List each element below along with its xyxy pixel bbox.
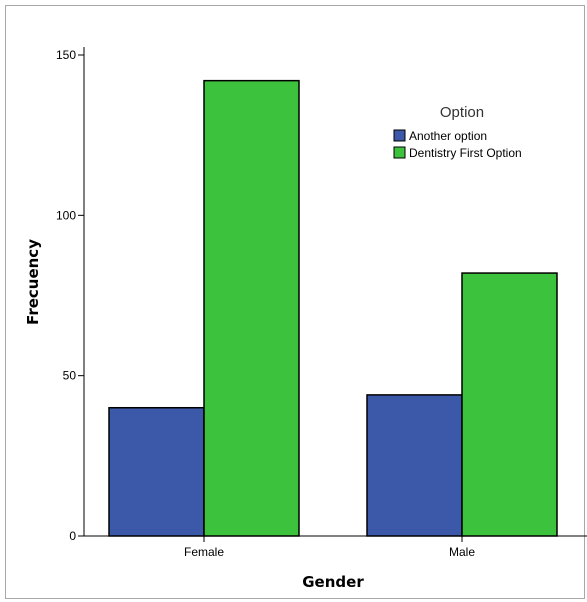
bar-female-another-option — [108, 406, 205, 537]
bar-male-dentistry-first-option — [461, 272, 558, 537]
legend-label-dentistry-first-option: Dentistry First Option — [409, 146, 522, 160]
bar-female-dentistry-first-option — [203, 79, 300, 537]
y-tick-label-50: 50 — [63, 369, 77, 383]
bars-group — [108, 79, 558, 537]
y-axis: 0 50 100 150 — [56, 47, 85, 543]
x-tick-label-male: Male — [449, 545, 475, 559]
legend-swatch-another-option — [393, 129, 406, 142]
x-axis-title: Gender — [302, 573, 364, 591]
legend: Option Another option Dentistry First Opt… — [393, 104, 522, 160]
legend-title: Option — [440, 104, 484, 121]
y-tick-label-0: 0 — [69, 529, 76, 543]
x-axis: Female Male — [84, 535, 587, 559]
legend-label-another-option: Another option — [409, 129, 487, 143]
y-tick-label-150: 150 — [56, 48, 76, 62]
y-axis-title: Frecuency — [24, 239, 42, 325]
x-tick-label-female: Female — [184, 545, 224, 559]
y-tick-label-100: 100 — [56, 208, 76, 222]
legend-swatch-dentistry-first-option — [393, 146, 406, 159]
bar-male-another-option — [366, 394, 463, 537]
